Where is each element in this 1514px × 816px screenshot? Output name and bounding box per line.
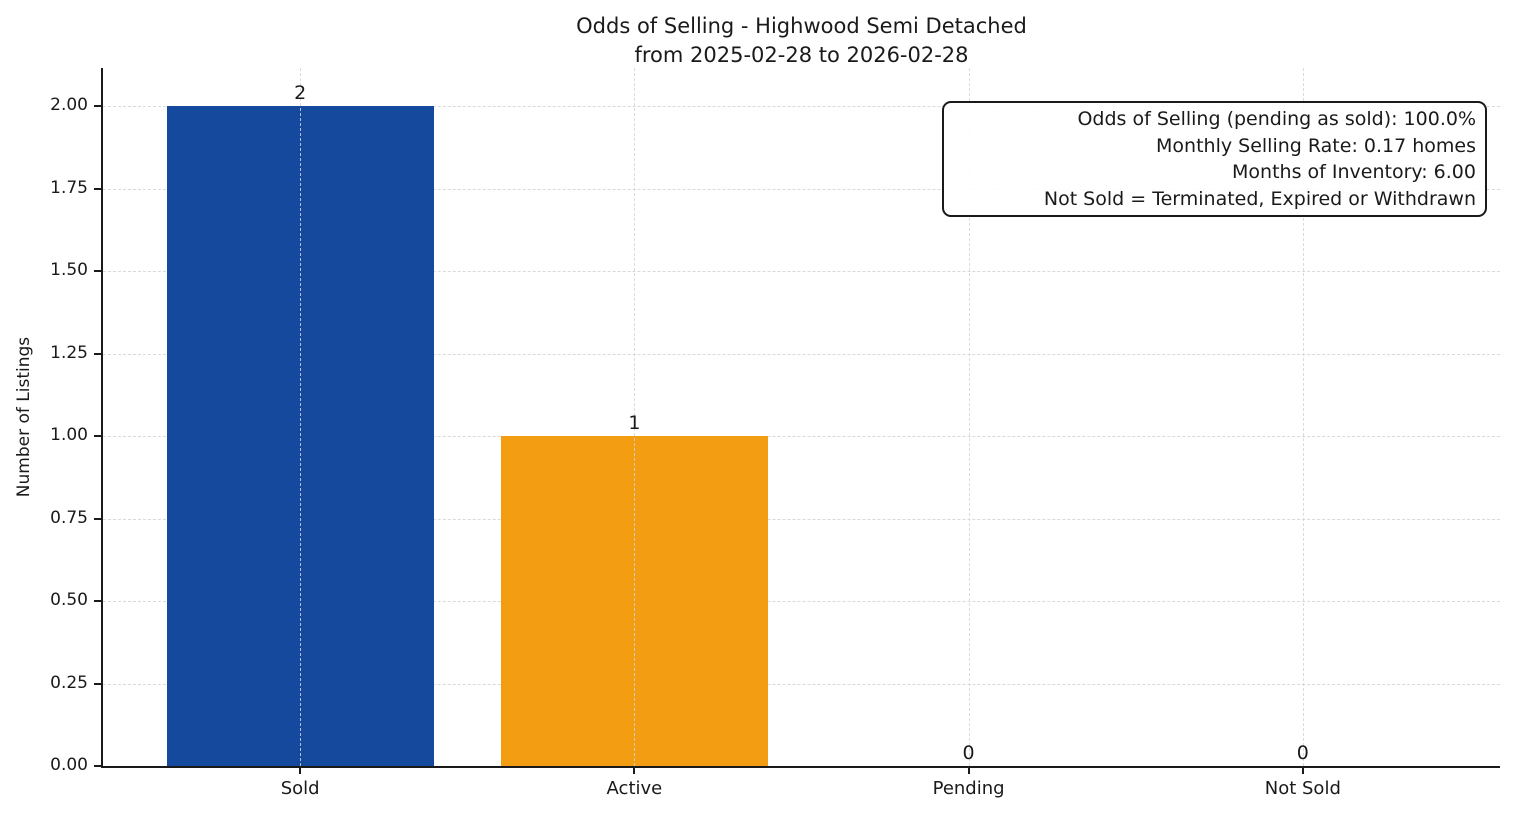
x-tick-label: Pending (932, 778, 1005, 799)
horizontal-gridline (103, 188, 1500, 190)
horizontal-gridline (103, 518, 1500, 520)
y-tick-mark (94, 352, 102, 355)
y-tick-label: 1.50 (50, 260, 88, 280)
y-tick-label: 1.00 (50, 425, 88, 445)
y-tick-label: 1.25 (50, 342, 88, 363)
annotation-line: Not Sold = Terminated, Expired or Withdr… (1043, 187, 1476, 210)
x-tick-mark (633, 766, 636, 774)
horizontal-gridline (103, 436, 1500, 437)
horizontal-gridline (103, 353, 1500, 355)
horizontal-gridline (103, 271, 1500, 272)
chart-title-line2: from 2025-02-28 to 2026-02-28 (634, 43, 969, 67)
annotation-line: Monthly Selling Rate: 0.17 homes (1156, 134, 1476, 157)
y-tick-label: 0.00 (50, 755, 88, 775)
x-tick-mark (967, 766, 970, 774)
vertical-gridline (968, 68, 970, 766)
y-tick-mark (94, 105, 102, 107)
annotation-line: Odds of Selling (pending as sold): 100.0… (1077, 108, 1476, 130)
vertical-gridline (1302, 68, 1304, 766)
x-tick-mark (1301, 766, 1304, 774)
vertical-gridline (634, 68, 636, 766)
y-tick-mark (94, 765, 102, 767)
y-axis-spine (101, 68, 103, 768)
bar-value-label: 1 (628, 412, 641, 434)
y-tick-mark (94, 270, 102, 272)
x-tick-label: Sold (280, 778, 320, 799)
y-tick-mark (94, 600, 102, 602)
horizontal-gridline (103, 106, 1500, 107)
y-tick-mark (94, 682, 102, 685)
y-tick-label: 2.00 (50, 95, 88, 115)
y-tick-label: 0.25 (50, 672, 88, 693)
x-tick-label: Not Sold (1264, 778, 1341, 799)
chart-title: Odds of Selling - Highwood Semi Detached… (103, 12, 1500, 70)
bar-value-label: 0 (1296, 742, 1309, 764)
y-tick-label: 0.75 (50, 507, 88, 528)
bar-value-label: 0 (962, 742, 975, 764)
bar-value-label: 2 (294, 82, 307, 104)
x-tick-mark (299, 766, 302, 774)
y-tick-label: 1.75 (50, 177, 88, 198)
x-axis-spine (101, 766, 1500, 768)
plot-area: 2 1 0 0 (101, 68, 1500, 768)
annotation-line: Months of Inventory: 6.00 (1232, 161, 1476, 183)
vertical-gridline (300, 68, 302, 766)
annotation-box: Odds of Selling (pending as sold): 100.0… (942, 101, 1487, 217)
y-tick-label: 0.50 (50, 590, 88, 610)
bar-active (500, 436, 769, 766)
y-tick-mark (94, 187, 102, 190)
y-tick-mark (94, 435, 102, 437)
y-tick-mark (94, 517, 102, 520)
chart-title-line1: Odds of Selling - Highwood Semi Detached (576, 14, 1027, 38)
horizontal-gridline (103, 601, 1500, 602)
horizontal-gridline (103, 683, 1500, 685)
x-tick-label: Active (606, 778, 663, 799)
